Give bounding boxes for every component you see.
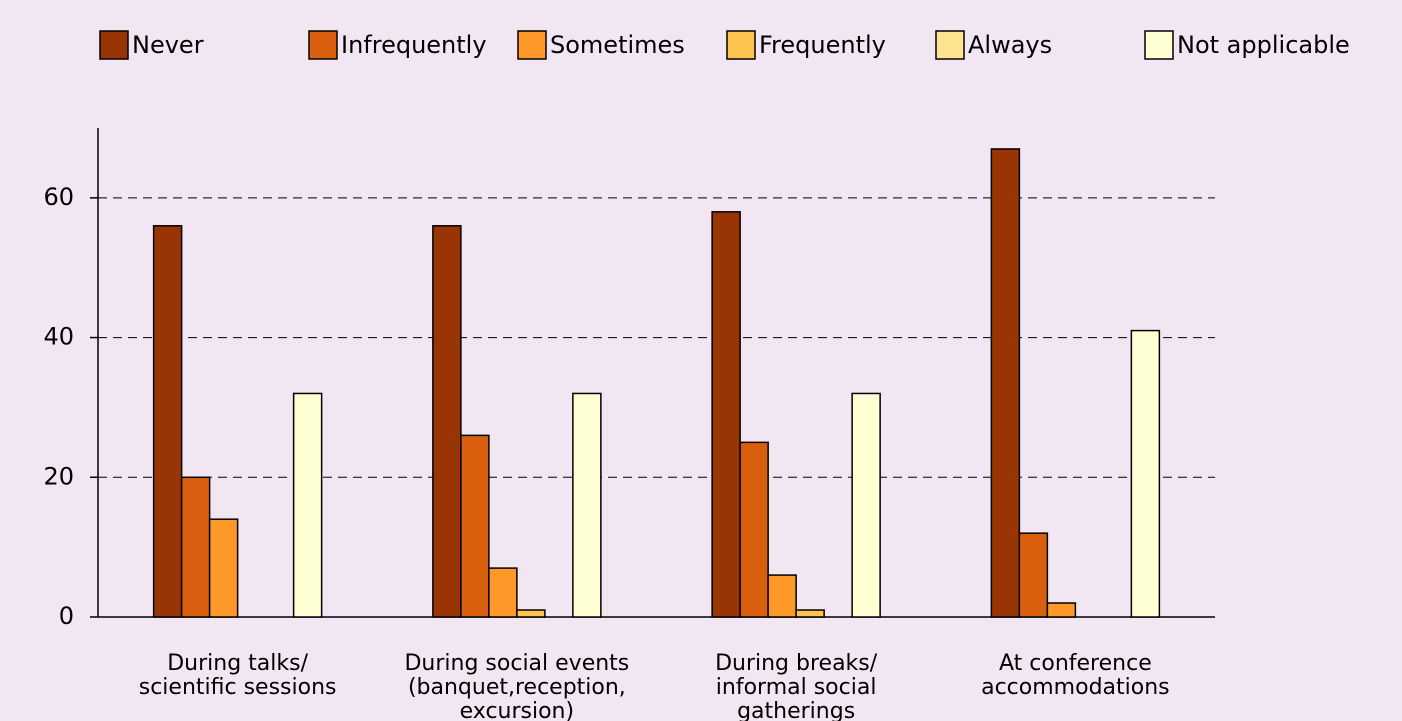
bar [1018,532,1049,618]
x-tick-label-line: gatherings [737,699,855,721]
legend-swatch [99,30,129,60]
x-tick-label-line: At conference [999,651,1152,676]
bar [516,609,546,618]
x-tick-label-line: During talks/ [167,651,308,676]
x-tick-label-line: During social events [404,651,629,676]
bar [152,225,183,618]
bar [739,441,769,618]
legend-swatch [726,30,756,60]
x-tick-label-line: During breaks/ [715,651,878,676]
bar [180,476,211,618]
y-tick-label: 60 [43,183,74,211]
legend-label: Never [132,31,204,59]
x-tick-label-line: (banquet,reception, [408,675,626,700]
y-tick-label: 20 [43,462,74,490]
legend-swatch [935,30,965,60]
x-tick-label-line: scientific sessions [139,675,337,700]
bar [851,392,881,618]
y-tick-label: 40 [43,323,74,351]
bar [795,609,825,618]
bar [711,211,741,618]
bar [208,518,239,618]
legend-label: Always [968,31,1052,59]
x-tick-label: At conference accommodations [981,651,1170,700]
x-tick-label-line: accommodations [981,675,1170,700]
bar [432,225,462,618]
y-tick-label: 0 [59,602,74,630]
bar [767,574,797,618]
legend-label: Frequently [759,31,886,59]
x-tick-label-line: excursion) [460,699,574,721]
legend-label: Infrequently [341,31,487,59]
legend-swatch [1144,30,1174,60]
bar [292,392,323,618]
x-tick-label: During social events (banquet,reception, e… [404,651,629,721]
bar [1046,602,1077,618]
legend-swatch [308,30,338,60]
bar [1130,329,1161,618]
x-tick-label: During breaks/informal social gatherings [715,651,878,721]
legend-label: Sometimes [550,31,685,59]
legend-label: Not applicable [1177,31,1350,59]
x-tick-label: During talks/scientific sessions [139,651,337,700]
x-tick-label-line: informal social [716,675,877,700]
bar [488,567,518,618]
legend-swatch [517,30,547,60]
bar [572,392,602,618]
bar [990,148,1021,618]
bar [460,434,490,618]
